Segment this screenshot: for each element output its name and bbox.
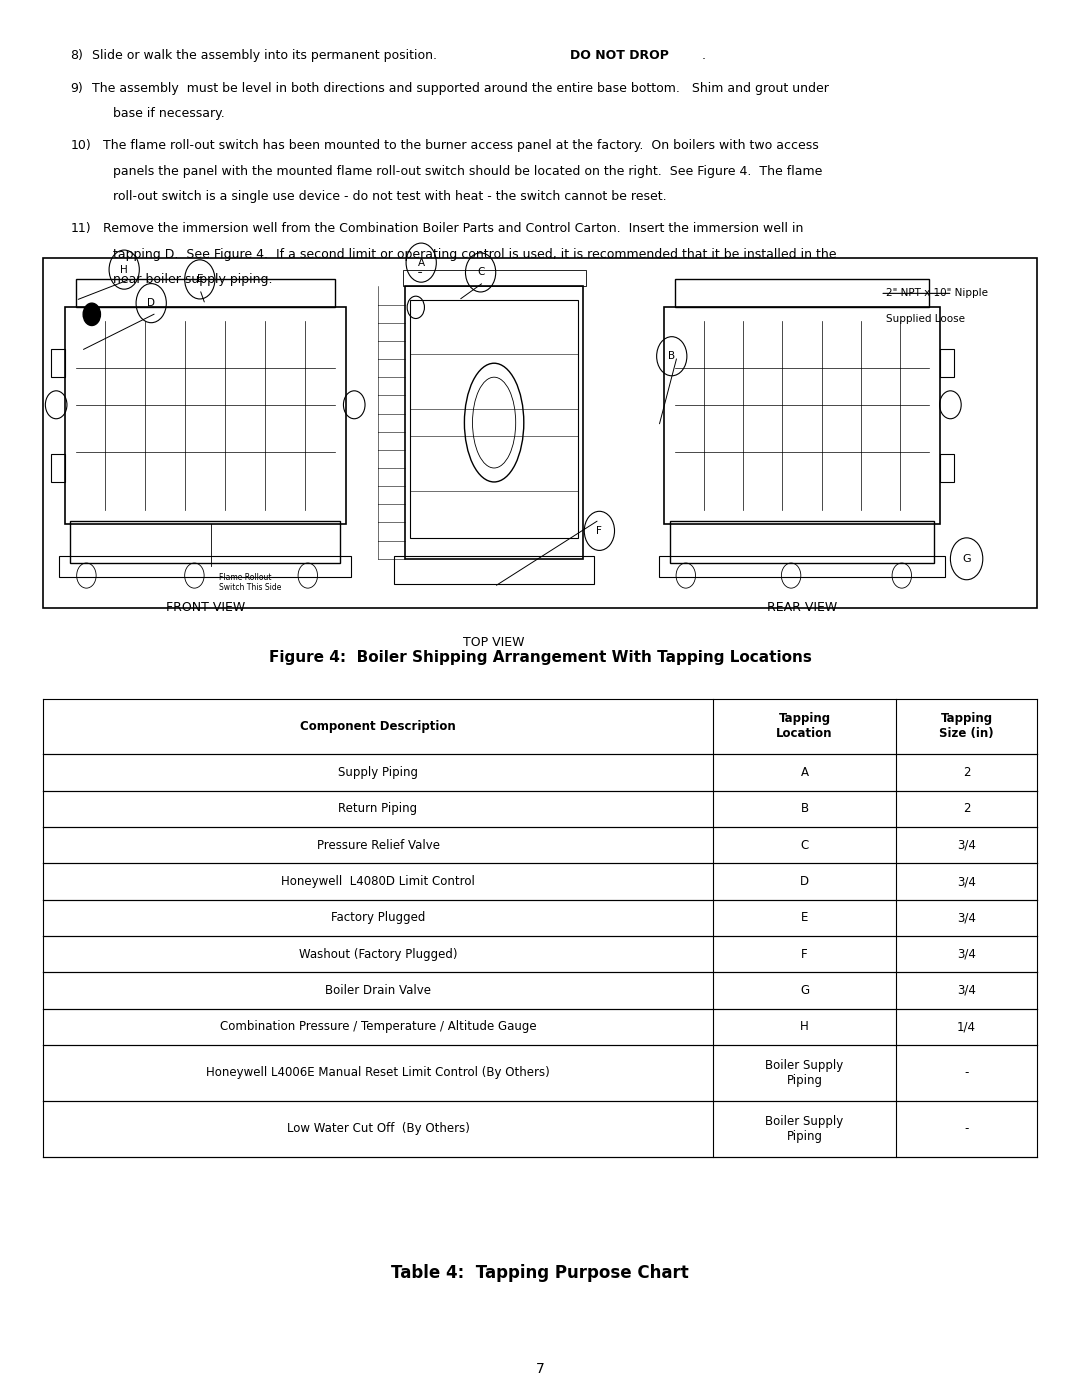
Bar — [403, 270, 586, 286]
Text: 3/4: 3/4 — [957, 947, 976, 961]
Text: 9): 9) — [70, 81, 83, 95]
Text: 10): 10) — [70, 140, 91, 152]
Text: Boiler Supply
Piping: Boiler Supply Piping — [766, 1115, 843, 1143]
Text: 2: 2 — [963, 766, 970, 780]
Text: Factory Plugged: Factory Plugged — [330, 911, 426, 925]
Text: Combination Pressure / Temperature / Altitude Gauge: Combination Pressure / Temperature / Alt… — [219, 1020, 537, 1034]
Text: 2" NPT x 10" Nipple: 2" NPT x 10" Nipple — [886, 288, 987, 299]
Text: E: E — [801, 911, 808, 925]
Text: Pressure Relief Valve: Pressure Relief Valve — [316, 838, 440, 852]
Text: 7: 7 — [536, 1362, 544, 1376]
Text: tapping D.  See Figure 4.  If a second limit or operating control is used, it is: tapping D. See Figure 4. If a second lim… — [113, 247, 837, 261]
Bar — [76, 279, 335, 307]
Text: G: G — [962, 553, 971, 564]
Text: Tapping
Size (in): Tapping Size (in) — [940, 712, 994, 740]
Text: Boiler Drain Valve: Boiler Drain Valve — [325, 983, 431, 997]
Text: REAR VIEW: REAR VIEW — [767, 601, 837, 613]
Text: 11): 11) — [70, 222, 91, 236]
Text: near boiler supply piping.: near boiler supply piping. — [113, 272, 273, 286]
Text: F: F — [801, 947, 808, 961]
Text: base if necessary.: base if necessary. — [113, 106, 225, 120]
Bar — [65, 307, 346, 524]
Text: 3/4: 3/4 — [957, 983, 976, 997]
Text: D: D — [147, 298, 156, 309]
Text: roll-out switch is a single use device - do not test with heat - the switch cann: roll-out switch is a single use device -… — [113, 190, 667, 203]
Text: The flame roll-out switch has been mounted to the burner access panel at the fac: The flame roll-out switch has been mount… — [103, 140, 819, 152]
Text: 8): 8) — [70, 49, 83, 61]
Text: Low Water Cut Off  (By Others): Low Water Cut Off (By Others) — [286, 1122, 470, 1136]
Text: Tapping
Location: Tapping Location — [777, 712, 833, 740]
Text: 3/4: 3/4 — [957, 838, 976, 852]
Text: Supply Piping: Supply Piping — [338, 766, 418, 780]
Bar — [659, 556, 945, 577]
Bar — [394, 556, 594, 584]
Text: panels the panel with the mounted flame roll-out switch should be located on the: panels the panel with the mounted flame … — [113, 165, 823, 177]
Text: .: . — [702, 49, 706, 61]
Bar — [670, 521, 934, 563]
Text: -: - — [964, 1066, 969, 1080]
Text: Honeywell  L4080D Limit Control: Honeywell L4080D Limit Control — [281, 875, 475, 888]
Bar — [940, 454, 954, 482]
Bar — [51, 454, 65, 482]
Text: 2: 2 — [963, 802, 970, 816]
Text: Figure 4:  Boiler Shipping Arrangement With Tapping Locations: Figure 4: Boiler Shipping Arrangement Wi… — [269, 650, 811, 665]
Text: Return Piping: Return Piping — [338, 802, 418, 816]
Text: FRONT VIEW: FRONT VIEW — [165, 601, 245, 613]
Text: DO NOT DROP: DO NOT DROP — [570, 49, 670, 61]
Bar — [59, 556, 351, 577]
Text: Slide or walk the assembly into its permanent position.: Slide or walk the assembly into its perm… — [92, 49, 445, 61]
Bar — [410, 300, 578, 538]
Text: Boiler Supply
Piping: Boiler Supply Piping — [766, 1059, 843, 1087]
Text: 3/4: 3/4 — [957, 911, 976, 925]
Text: Washout (Factory Plugged): Washout (Factory Plugged) — [299, 947, 457, 961]
Text: The assembly  must be level in both directions and supported around the entire b: The assembly must be level in both direc… — [92, 81, 828, 95]
Text: E: E — [197, 274, 203, 285]
Text: Component Description: Component Description — [300, 719, 456, 733]
Circle shape — [83, 303, 100, 326]
Bar — [664, 307, 940, 524]
Text: F: F — [596, 525, 603, 536]
Bar — [43, 258, 1037, 608]
Bar — [675, 279, 929, 307]
Text: C: C — [800, 838, 809, 852]
Text: C: C — [477, 267, 484, 278]
Text: B: B — [800, 802, 809, 816]
Text: H: H — [120, 264, 129, 275]
Text: Supplied Loose: Supplied Loose — [886, 313, 964, 324]
Text: -: - — [964, 1122, 969, 1136]
Text: A: A — [418, 257, 424, 268]
Text: TOP VIEW: TOP VIEW — [463, 636, 525, 648]
Bar — [940, 349, 954, 377]
Text: B: B — [669, 351, 675, 362]
Text: Remove the immersion well from the Combination Boiler Parts and Control Carton. : Remove the immersion well from the Combi… — [103, 222, 802, 236]
Text: D: D — [800, 875, 809, 888]
Text: H: H — [800, 1020, 809, 1034]
Text: Flame Rollout
Switch This Side: Flame Rollout Switch This Side — [219, 573, 282, 592]
Bar — [51, 349, 65, 377]
Text: 1/4: 1/4 — [957, 1020, 976, 1034]
Text: Honeywell L4006E Manual Reset Limit Control (By Others): Honeywell L4006E Manual Reset Limit Cont… — [206, 1066, 550, 1080]
Text: G: G — [800, 983, 809, 997]
Text: A: A — [800, 766, 809, 780]
Text: Table 4:  Tapping Purpose Chart: Table 4: Tapping Purpose Chart — [391, 1264, 689, 1282]
Bar — [405, 286, 583, 559]
Text: 3/4: 3/4 — [957, 875, 976, 888]
Bar — [70, 521, 340, 563]
